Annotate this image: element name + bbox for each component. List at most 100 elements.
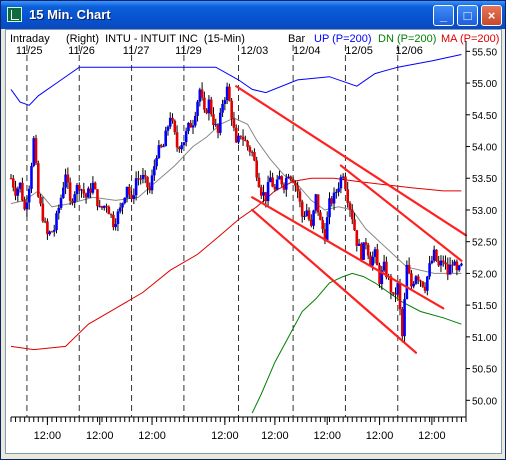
candle-body [123,197,127,204]
candle-body [128,186,131,195]
candle-body [291,179,295,183]
title-bar[interactable]: 15 Min. Chart _ □ × [1,1,505,29]
candle-body [116,211,120,225]
candle-body [153,166,156,176]
candle-body [382,261,386,271]
candle-body [118,207,122,212]
candle-body [130,194,133,199]
candle-body [348,202,352,210]
candle-body [307,210,311,220]
maximize-button[interactable]: □ [457,5,478,26]
candle-body [371,256,375,266]
date-label: 11/27 [123,45,150,57]
x-tick-label: 12:00 [138,430,166,442]
candle-body [137,178,140,180]
candle-body [216,124,220,133]
candle-body [71,200,74,203]
candles-layer [9,82,463,343]
candle-body [50,231,54,233]
candle-body [225,86,229,101]
candle-body [394,293,397,295]
overlay-line [251,272,462,414]
candle-body [27,188,31,203]
candle-body [214,124,218,126]
chart-app-icon [7,7,22,22]
candle-body [41,203,45,222]
candle-body [396,283,400,295]
candle-body [182,142,186,146]
candle-body [312,210,315,226]
candle-body [146,176,149,188]
y-tick-label: 55.00 [472,79,497,90]
price-chart: 50.00 50.50 51.00 51.50 52.00 52.50 53.00 53.50… [9,33,499,442]
candle-body [435,249,438,261]
x-tick-label: 12:00 [418,430,446,442]
candle-body [187,122,190,132]
candle-body [244,139,247,141]
candle-body [289,176,293,180]
candle-body [457,265,461,271]
candle-body [212,114,215,126]
date-label: 12/03 [241,45,269,57]
date-label: 11/25 [16,45,43,57]
candle-body [341,176,345,178]
candle-body [264,192,268,202]
candle-body [159,145,163,147]
date-label: 12/05 [345,45,373,57]
candle-body [189,122,193,128]
candle-body [255,160,258,178]
candle-body [275,179,279,190]
candle-body [14,187,17,196]
candle-body [419,280,422,282]
candle-body [93,182,97,190]
trendline-layer [235,85,468,354]
candle-body [298,191,302,202]
candle-body [321,220,324,230]
candle-body [77,185,81,191]
candle-body [132,195,136,199]
candle-body [300,201,304,217]
candle-body [437,260,440,266]
x-tick-label: 12:00 [86,430,114,442]
channel-trendline [251,196,445,310]
legend-up: UP (P=200) [314,33,372,45]
candle-body [239,135,243,137]
x-tick-label: 12:00 [34,430,62,442]
candle-body [389,276,393,293]
candle-body [407,264,411,274]
candle-body [62,187,65,198]
candle-body [203,97,206,110]
y-tick-label: 55.50 [472,47,497,58]
plot-area[interactable]: 50.00 50.50 51.00 51.50 52.00 52.50 53.00 53.50… [5,29,502,454]
close-button[interactable]: × [481,5,502,26]
candle-body [369,255,372,266]
minimize-button[interactable]: _ [433,5,454,26]
candle-body [241,136,245,140]
candle-body [314,194,318,211]
overlay-layer [10,54,462,414]
candle-body [330,198,334,204]
candle-body [432,249,436,261]
legend-dn: DN (P=200) [378,33,436,45]
candle-body [66,174,70,183]
candle-body [378,265,381,284]
y-tick-label: 50.00 [472,396,497,407]
candle-body [337,188,340,192]
candle-body [75,185,79,195]
candle-body [64,174,67,188]
y-tick-label: 54.00 [472,143,497,154]
candle-body [266,182,270,202]
candle-body [198,89,202,102]
candle-body [219,112,222,133]
candle-body [59,197,63,208]
candle-body [257,177,261,188]
candle-body [25,202,29,210]
intraday-label: Intraday [10,33,50,45]
candle-body [52,230,56,232]
candle-body [446,264,450,275]
candle-body [460,263,463,266]
candle-body [355,230,359,246]
x-tick-label: 12:00 [211,430,239,442]
candle-body [48,231,51,235]
channel-trendline [235,85,468,237]
